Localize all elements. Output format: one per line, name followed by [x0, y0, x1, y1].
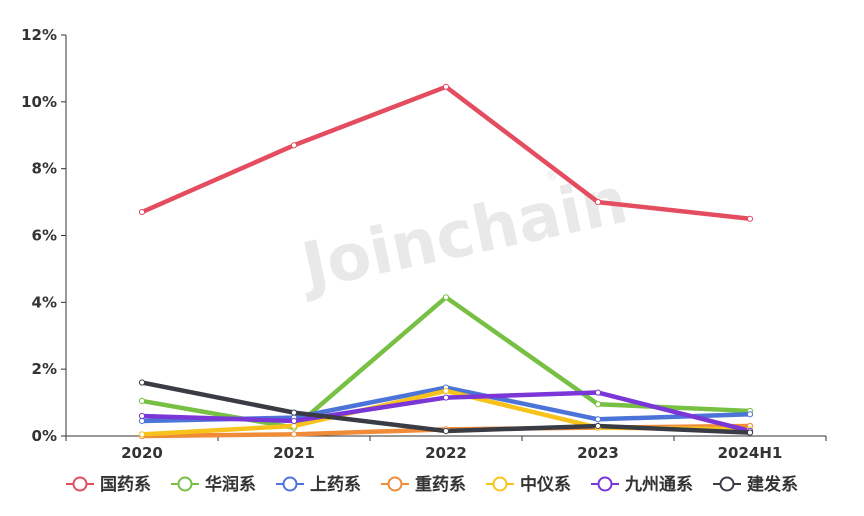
series-lines	[138, 83, 754, 440]
legend-item-1[interactable]: 华润系	[171, 474, 256, 495]
legend[interactable]: 国药系 华润系 上药系 重药系 中仪系 九州通系 建发系	[66, 474, 798, 495]
legend-label: 重药系	[415, 474, 466, 495]
legend-item-6[interactable]: 建发系	[713, 474, 798, 495]
legend-item-2[interactable]: 上药系	[276, 474, 361, 495]
watermark: Joinchain ®	[292, 164, 634, 306]
legend-circle-icon	[177, 476, 193, 492]
data-point[interactable]	[594, 389, 602, 396]
data-point[interactable]	[442, 427, 450, 435]
legend-item-4[interactable]: 中仪系	[486, 474, 571, 495]
data-point[interactable]	[442, 387, 450, 394]
data-point[interactable]	[746, 215, 754, 222]
y-tick-label: 12%	[21, 26, 57, 44]
data-point[interactable]	[594, 401, 602, 408]
legend-label: 国药系	[100, 474, 151, 495]
data-point[interactable]	[138, 417, 146, 425]
legend-label: 上药系	[310, 474, 361, 495]
legend-item-3[interactable]: 重药系	[381, 474, 466, 495]
data-point[interactable]	[746, 411, 754, 418]
data-point[interactable]	[442, 83, 450, 90]
legend-circle-icon	[492, 476, 508, 492]
x-tick-label: 2024H1	[718, 444, 783, 462]
data-point[interactable]	[290, 409, 298, 416]
data-point[interactable]	[138, 379, 146, 386]
y-tick-label: 6%	[32, 227, 57, 245]
legend-label: 九州通系	[624, 475, 693, 495]
data-point[interactable]	[290, 431, 298, 438]
legend-circle-icon	[719, 476, 735, 492]
y-tick-label: 10%	[21, 93, 57, 111]
data-point[interactable]	[442, 394, 450, 401]
y-tick-label: 0%	[32, 427, 57, 445]
data-point[interactable]	[594, 416, 602, 423]
legend-item-5[interactable]: 九州通系	[591, 475, 693, 495]
data-point[interactable]	[290, 417, 298, 425]
legend-label: 建发系	[747, 474, 798, 495]
data-point[interactable]	[290, 142, 298, 149]
data-point[interactable]	[138, 412, 146, 420]
x-tick-label: 2022	[425, 444, 467, 462]
legend-item-0[interactable]: 国药系	[66, 474, 151, 495]
x-tick-label: 2021	[273, 444, 315, 462]
legend-circle-icon	[387, 476, 403, 492]
data-point[interactable]	[138, 431, 146, 438]
x-tick-label: 2023	[577, 444, 619, 462]
legend-label: 华润系	[205, 474, 256, 495]
series-line-0	[139, 84, 753, 222]
watermark-text: Joinchain	[292, 164, 634, 306]
y-tick-label: 4%	[32, 293, 57, 311]
data-point[interactable]	[442, 294, 450, 301]
data-point[interactable]	[138, 397, 146, 405]
y-tick-label: 8%	[32, 160, 57, 178]
data-point[interactable]	[594, 198, 602, 206]
legend-circle-icon	[597, 476, 613, 492]
legend-label: 中仪系	[520, 474, 571, 495]
data-point[interactable]	[746, 429, 754, 436]
data-point[interactable]	[594, 422, 602, 430]
data-point[interactable]	[290, 422, 298, 430]
legend-circle-icon	[282, 476, 298, 492]
legend-circle-icon	[72, 476, 88, 492]
y-tick-label: 2%	[32, 360, 57, 378]
data-point[interactable]	[138, 209, 146, 216]
x-tick-label: 2020	[121, 444, 163, 462]
